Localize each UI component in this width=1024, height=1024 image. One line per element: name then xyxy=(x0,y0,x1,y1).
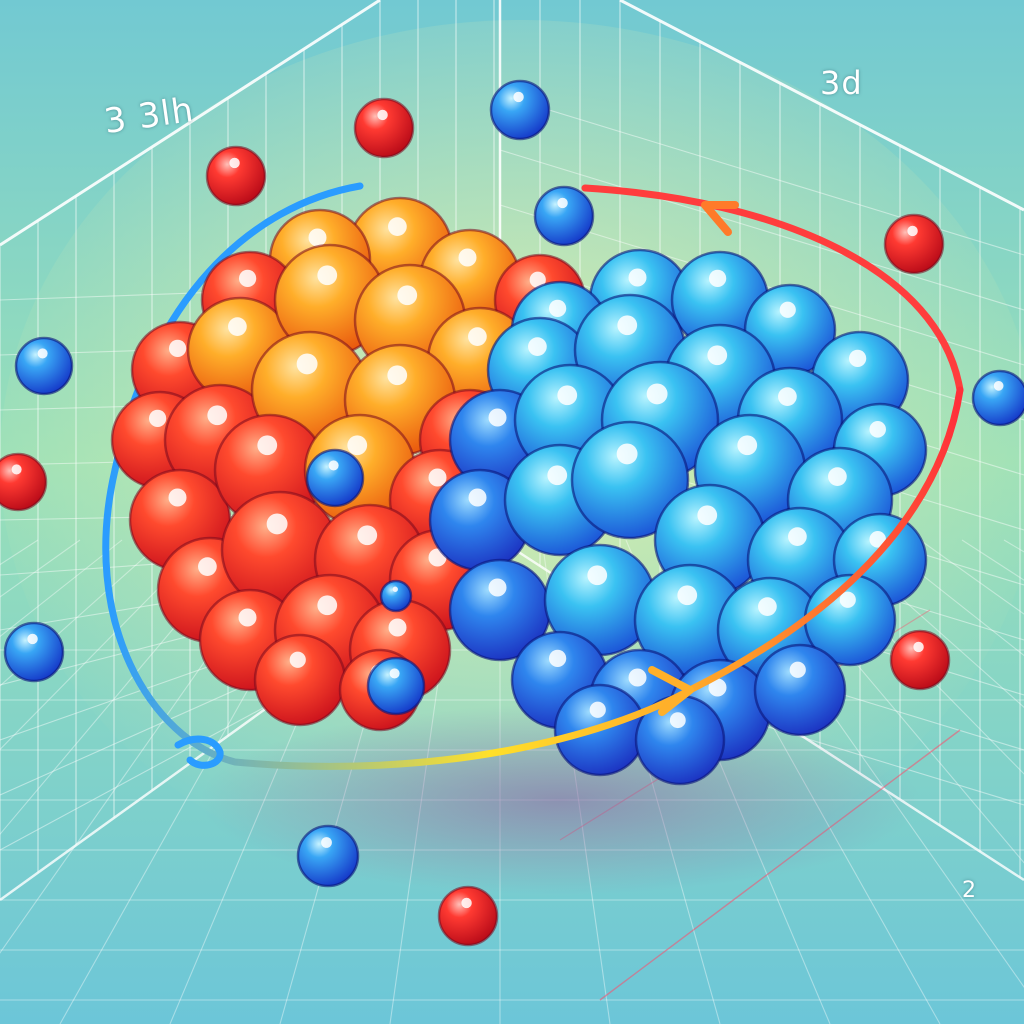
electron-blue-icon xyxy=(489,79,551,141)
neutron-sphere-icon xyxy=(753,643,847,737)
orbit-arrow-icon xyxy=(701,201,739,236)
orbit-knot-icon xyxy=(174,735,224,769)
proton-sphere-icon xyxy=(253,633,347,727)
orbit-arrow-icon xyxy=(648,666,694,716)
electron-icon xyxy=(366,656,426,716)
electron-red-icon xyxy=(437,885,499,947)
electron-blue-icon xyxy=(14,336,74,396)
corner-label-bottom-right: 2 xyxy=(962,878,977,903)
electron-blue-icon xyxy=(296,824,360,888)
electrons xyxy=(0,79,1024,947)
neutron-sphere-icon xyxy=(570,420,690,540)
nucleus xyxy=(110,196,928,786)
neutron-sphere-icon xyxy=(670,250,770,350)
electron-red-icon xyxy=(883,213,945,275)
neutron-sphere-icon xyxy=(634,694,726,786)
electron-icon xyxy=(379,579,413,613)
neutron-sphere-icon xyxy=(448,558,552,662)
corner-label-top-right: 3d xyxy=(820,64,863,102)
electron-red-icon xyxy=(205,145,267,207)
electron-red-icon xyxy=(889,629,951,691)
electron-red-icon xyxy=(353,97,415,159)
electron-blue-icon xyxy=(971,369,1024,427)
electron-red-icon xyxy=(0,452,48,512)
electron-blue-icon xyxy=(3,621,65,683)
orbit-front xyxy=(102,201,964,770)
electron-blue-icon xyxy=(533,185,595,247)
electron-icon xyxy=(305,448,365,508)
